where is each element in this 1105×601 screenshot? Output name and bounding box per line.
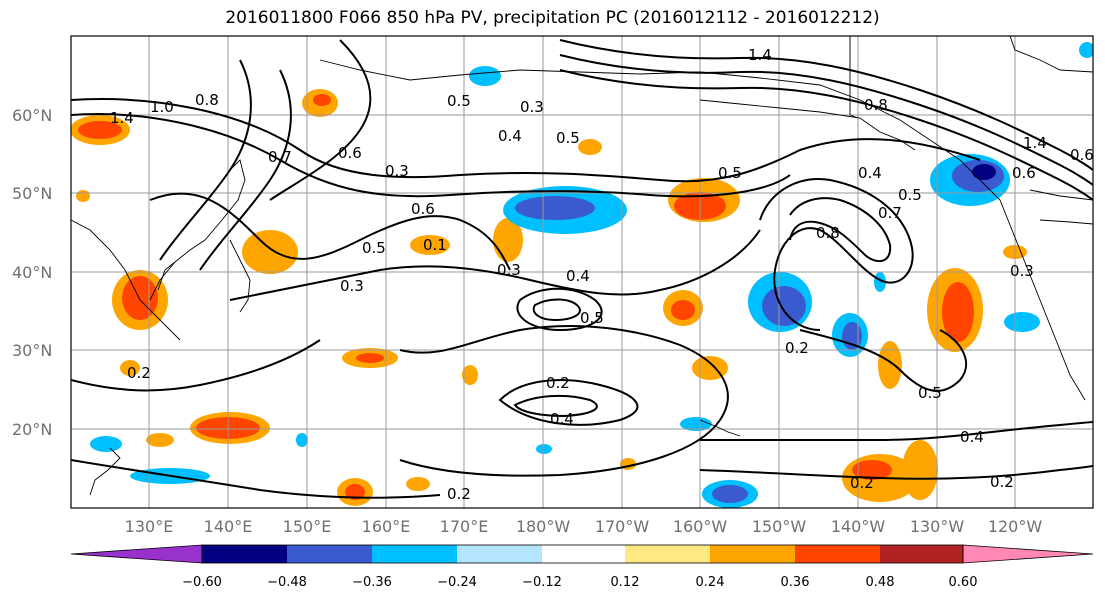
contour-label: 0.2 bbox=[850, 474, 874, 492]
contour-label: 0.3 bbox=[520, 98, 544, 116]
contour-label: 0.4 bbox=[550, 410, 574, 428]
contour-label: 0.4 bbox=[960, 428, 984, 446]
contour-label: 0.8 bbox=[816, 224, 840, 242]
colorbar-segment bbox=[287, 545, 372, 563]
contour-label: 0.5 bbox=[447, 92, 471, 110]
contour-label: 0.8 bbox=[864, 96, 888, 114]
colorbar-label: −0.36 bbox=[352, 575, 392, 590]
latitude-labels: 60°N 50°N 40°N 30°N 20°N bbox=[12, 106, 52, 439]
contour-label: 0.3 bbox=[385, 162, 409, 180]
lon-label: 150°W bbox=[752, 517, 807, 536]
contour-labels: 1.4 1.0 0.8 0.7 0.6 0.3 0.4 0.5 0.6 0.5 … bbox=[110, 46, 1094, 503]
colorbar-extend-low bbox=[70, 544, 203, 564]
lon-label: 150°E bbox=[283, 517, 332, 536]
colorbar-label: 0.36 bbox=[781, 575, 810, 590]
colorbar-frame bbox=[201, 544, 964, 564]
colorbar-segment bbox=[542, 545, 625, 563]
colorbar-label: −0.60 bbox=[182, 575, 222, 590]
lon-label: 130°E bbox=[125, 517, 174, 536]
contour-label: 0.7 bbox=[878, 204, 902, 222]
colorbar-extend-high bbox=[962, 544, 1094, 564]
contour-label: 0.8 bbox=[195, 91, 219, 109]
lon-label: 160°E bbox=[362, 517, 411, 536]
colorbar-segment bbox=[202, 545, 287, 563]
contour-label: 0.3 bbox=[1010, 262, 1034, 280]
longitude-labels: 130°E 140°E 150°E 160°E 170°E 180°W 170°… bbox=[125, 517, 1043, 536]
contour-label: 0.2 bbox=[127, 364, 151, 382]
contour-label: 0.2 bbox=[785, 339, 809, 357]
colorbar-segment bbox=[625, 545, 710, 563]
contour-label: 0.5 bbox=[362, 239, 386, 257]
lat-label-40n: 40°N bbox=[12, 263, 52, 282]
contour-label: 0.5 bbox=[580, 309, 604, 327]
colorbar-label: 0.48 bbox=[866, 575, 895, 590]
contour-label: 0.6 bbox=[411, 200, 435, 218]
contour-label: 1.4 bbox=[1023, 134, 1047, 152]
contour-label: 0.2 bbox=[546, 374, 570, 392]
contour-label: 0.5 bbox=[898, 186, 922, 204]
colorbar-label: −0.48 bbox=[267, 575, 307, 590]
lon-label: 140°E bbox=[204, 517, 253, 536]
contour-label: 0.6 bbox=[1070, 146, 1094, 164]
contour-label: 0.6 bbox=[338, 144, 362, 162]
contour-label: 0.3 bbox=[340, 277, 364, 295]
contour-label: 0.4 bbox=[858, 164, 882, 182]
contour-label: 0.5 bbox=[918, 384, 942, 402]
lat-label-30n: 30°N bbox=[12, 341, 52, 360]
colorbar-segment bbox=[710, 545, 795, 563]
colorbar-segment bbox=[795, 545, 880, 563]
contour-label: 0.1 bbox=[423, 236, 447, 254]
colorbar-segment bbox=[372, 545, 457, 563]
contour-label: 0.6 bbox=[1012, 164, 1036, 182]
lon-label: 130°W bbox=[910, 517, 965, 536]
colorbar-segment bbox=[457, 545, 542, 563]
lon-label: 140°W bbox=[831, 517, 886, 536]
lon-label: 170°W bbox=[595, 517, 650, 536]
graticule bbox=[71, 36, 1093, 508]
map-title: 2016011800 F066 850 hPa PV, precipitatio… bbox=[225, 8, 880, 28]
lon-label: 180°W bbox=[516, 517, 571, 536]
contour-label: 1.4 bbox=[110, 109, 134, 127]
colorbar-label: 0.24 bbox=[696, 575, 725, 590]
lon-label: 120°W bbox=[988, 517, 1043, 536]
lat-label-50n: 50°N bbox=[12, 184, 52, 203]
colorbar-segment bbox=[880, 545, 963, 563]
contour-label: 1.0 bbox=[150, 98, 174, 116]
lat-label-20n: 20°N bbox=[12, 420, 52, 439]
contour-label: 1.4 bbox=[748, 46, 772, 64]
contour-label: 0.2 bbox=[990, 473, 1014, 491]
colorbar: −0.60 −0.48 −0.36 −0.24 −0.12 0.12 0.24 … bbox=[70, 544, 1094, 590]
lon-label: 170°E bbox=[440, 517, 489, 536]
lat-label-60n: 60°N bbox=[12, 106, 52, 125]
colorbar-label: 0.12 bbox=[611, 575, 640, 590]
contour-label: 0.5 bbox=[718, 164, 742, 182]
colorbar-label: −0.12 bbox=[522, 575, 562, 590]
contour-label: 0.7 bbox=[268, 148, 292, 166]
colorbar-label: −0.24 bbox=[437, 575, 477, 590]
contour-label: 0.4 bbox=[566, 267, 590, 285]
pv-contours bbox=[71, 39, 1093, 499]
contour-label: 0.4 bbox=[498, 127, 522, 145]
contour-label: 0.2 bbox=[447, 485, 471, 503]
contour-label: 0.5 bbox=[556, 129, 580, 147]
contour-label: 0.3 bbox=[497, 261, 521, 279]
colorbar-label: 0.60 bbox=[949, 575, 978, 590]
lon-label: 160°W bbox=[673, 517, 728, 536]
map-frame bbox=[70, 35, 1094, 509]
